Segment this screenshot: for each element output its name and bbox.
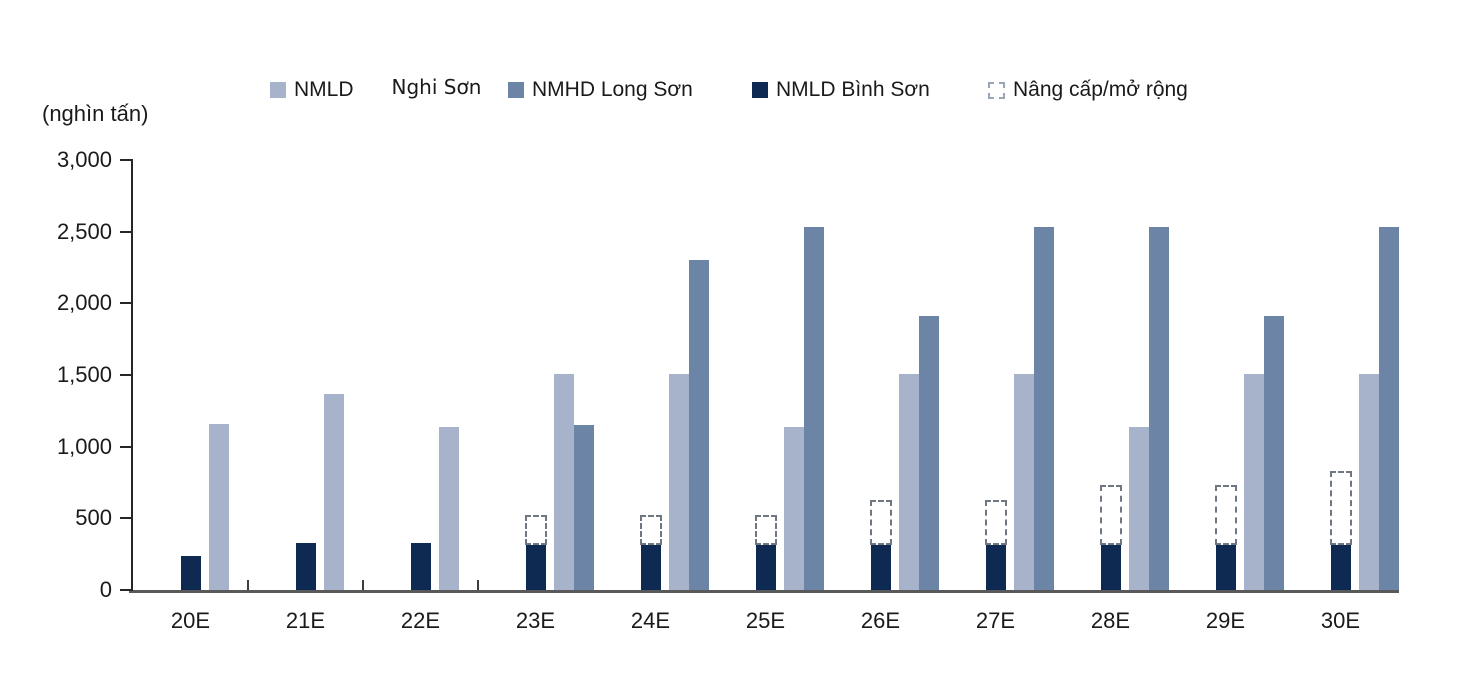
- bar-nghi-son-25E: [784, 426, 804, 590]
- x-category-label-26E: 26E: [860, 608, 901, 633]
- x-boundary-tick: [362, 580, 364, 590]
- y-tick: [120, 374, 133, 376]
- bar-binh-son-25E: [756, 542, 776, 590]
- bar-binh-son-29E: [1216, 542, 1236, 590]
- bar-nghi-son-24E: [669, 373, 689, 590]
- bar-long-son-24E: [689, 260, 709, 590]
- y-tick: [120, 589, 133, 591]
- y-tick: [120, 517, 133, 520]
- bar-nghi-son-27E: [1014, 373, 1034, 590]
- chart-legend: NMLD Nghi Sơn NMHD Long Sơn NMLD Bình Sơn Nâ…: [0, 74, 1466, 108]
- legend-swatch-icon: [270, 82, 286, 98]
- bar-nghi-son-26E: [899, 373, 919, 590]
- x-category-label-24E: 24E: [630, 608, 671, 633]
- bar-nghi-son-28E: [1129, 426, 1149, 590]
- bar-long-son-29E: [1264, 316, 1284, 590]
- x-category-label-29E: 29E: [1205, 608, 1246, 633]
- y-tick: [120, 230, 133, 233]
- bar-binh-son-27E: [986, 542, 1006, 590]
- legend-dashed-swatch-icon: [988, 81, 1005, 99]
- legend-item-3: Nâng cấp/mở rộng: [988, 74, 1188, 106]
- bar-upgrade-27E: [985, 499, 1007, 545]
- legend-label: NMLD Bình Sơn: [776, 78, 930, 101]
- bar-nghi-son-23E: [554, 373, 574, 590]
- legend-item-1: NMHD Long Sơn: [508, 74, 693, 106]
- bar-nghi-son-29E: [1244, 373, 1264, 590]
- bar-binh-son-26E: [871, 542, 891, 590]
- bar-upgrade-25E: [755, 514, 777, 545]
- legend-label-fallback: Nghi Sơn: [391, 75, 482, 99]
- y-tick: [120, 445, 133, 448]
- x-boundary-tick: [477, 580, 479, 590]
- bar-long-son-27E: [1034, 227, 1054, 590]
- bar-binh-son-24E: [641, 542, 661, 590]
- y-tick: [120, 159, 133, 161]
- bar-upgrade-29E: [1215, 485, 1237, 545]
- y-tick-label: 2,500: [56, 218, 112, 244]
- x-category-label-25E: 25E: [745, 608, 786, 633]
- x-category-label-22E: 22E: [400, 608, 441, 633]
- y-tick-label: 1,500: [56, 362, 112, 387]
- bar-binh-son-23E: [526, 542, 546, 590]
- legend-item-0: NMLD Nghi Sơn: [270, 74, 481, 106]
- legend-item-2: NMLD Bình Sơn: [752, 74, 930, 106]
- bar-long-son-26E: [919, 316, 939, 590]
- legend-label: Nâng cấp/mở rộng: [1013, 78, 1188, 101]
- bar-nghi-son-30E: [1359, 373, 1379, 590]
- y-tick-label: 3,000: [56, 147, 112, 172]
- x-axis-line: [129, 590, 1399, 593]
- x-category-label-30E: 30E: [1320, 608, 1361, 633]
- y-axis-unit-label: (nghìn tấn): [42, 101, 149, 126]
- legend-label: NMLD: [294, 78, 354, 101]
- bar-upgrade-30E: [1330, 471, 1352, 545]
- bar-binh-son-30E: [1331, 542, 1351, 590]
- bar-long-son-23E: [574, 425, 594, 590]
- y-tick: [120, 302, 133, 305]
- y-tick-label: 0: [99, 577, 112, 602]
- bar-long-son-30E: [1379, 227, 1399, 590]
- y-tick-label: 1,000: [56, 433, 112, 459]
- bar-nghi-son-21E: [324, 393, 344, 590]
- bar-binh-son-20E: [181, 555, 201, 590]
- x-category-label-27E: 27E: [975, 608, 1016, 633]
- bar-binh-son-22E: [411, 542, 431, 590]
- bar-binh-son-21E: [296, 542, 316, 590]
- legend-label: NMHD Long Sơn: [532, 78, 693, 101]
- bar-binh-son-28E: [1101, 542, 1121, 590]
- legend-swatch-icon: [752, 82, 768, 98]
- bar-long-son-28E: [1149, 227, 1169, 590]
- legend-swatch-icon: [508, 82, 524, 98]
- x-category-label-20E: 20E: [170, 608, 211, 633]
- x-category-label-21E: 21E: [285, 608, 326, 633]
- y-tick-label: 500: [75, 505, 112, 531]
- y-tick-label: 2,000: [56, 290, 112, 316]
- bar-upgrade-28E: [1100, 485, 1122, 545]
- x-boundary-tick: [247, 580, 249, 590]
- bar-upgrade-23E: [525, 514, 547, 545]
- bar-nghi-son-20E: [209, 423, 229, 590]
- bar-nghi-son-22E: [439, 426, 459, 590]
- bar-upgrade-26E: [870, 499, 892, 545]
- bar-upgrade-24E: [640, 514, 662, 545]
- bar-long-son-25E: [804, 227, 824, 590]
- x-category-label-23E: 23E: [515, 608, 556, 633]
- x-category-label-28E: 28E: [1090, 608, 1131, 633]
